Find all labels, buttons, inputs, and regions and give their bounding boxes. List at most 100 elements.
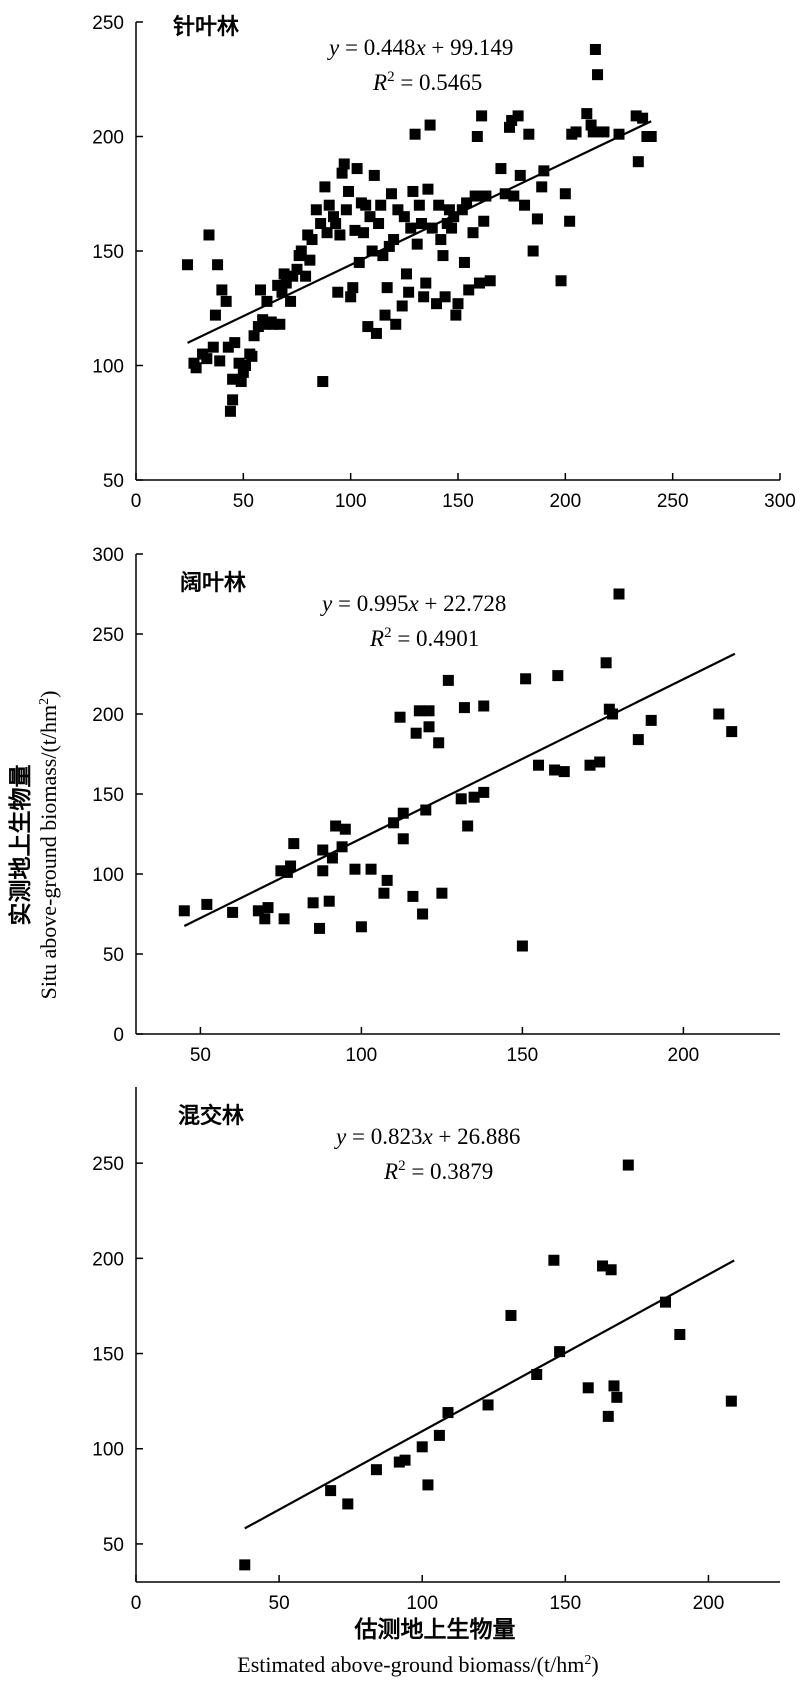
data-point [597, 1260, 609, 1272]
data-point [439, 291, 451, 303]
data-point [611, 1391, 623, 1403]
data-point [587, 126, 599, 138]
y-tick-label: 50 [103, 471, 124, 492]
data-point [321, 227, 333, 239]
data-point [237, 366, 249, 378]
data-point [362, 321, 374, 333]
x-tick-label: 150 [549, 1593, 581, 1614]
data-point [375, 199, 387, 211]
data-point [467, 227, 479, 239]
x-axis-label: 估测地上生物量 Estimated above-ground biomass/(… [237, 1616, 598, 1677]
data-point [259, 318, 271, 330]
data-point [201, 898, 213, 910]
data-point [417, 908, 429, 920]
x-tick-label: 200 [693, 1593, 725, 1614]
data-point [239, 1559, 251, 1571]
data-point [409, 128, 421, 140]
data-point [338, 158, 350, 170]
data-point [598, 126, 610, 138]
data-point [370, 327, 382, 339]
x-tick-label: 300 [764, 491, 796, 512]
data-point [392, 204, 404, 216]
data-point [390, 318, 402, 330]
data-point [450, 309, 462, 321]
y-tick-label: 250 [92, 1154, 124, 1175]
data-point [267, 318, 279, 330]
data-point [220, 295, 232, 307]
panel-broadleaf: 阔叶林 y = 0.995x + 22.728 R2 = 0.4901 0 50 1… [92, 545, 780, 1066]
data-point [315, 218, 327, 230]
x-axis-label-cn: 估测地上生物量 [354, 1616, 516, 1643]
data-point [423, 721, 435, 733]
data-point [420, 277, 432, 289]
data-point [190, 362, 202, 374]
data-point [248, 330, 260, 342]
data-point [207, 341, 219, 353]
x-tick-label: 50 [269, 1593, 290, 1614]
data-point [381, 282, 393, 294]
data-point [259, 913, 271, 925]
data-point [373, 218, 385, 230]
regression-line [183, 652, 736, 927]
data-point [531, 213, 543, 225]
data-point [630, 110, 642, 122]
data-point [306, 234, 318, 246]
data-point [274, 318, 286, 330]
y-tick-label: 150 [92, 1345, 124, 1366]
data-point [442, 1407, 454, 1419]
data-point [480, 190, 492, 202]
data-point [468, 791, 480, 803]
data-point [360, 199, 372, 211]
x-tick-label: 100 [406, 1593, 438, 1614]
data-point [396, 300, 408, 312]
data-point [381, 874, 393, 886]
data-point [388, 234, 400, 246]
data-point [214, 355, 226, 367]
data-point [368, 169, 380, 181]
data-point [416, 218, 428, 230]
data-point [463, 284, 475, 296]
data-point [725, 1395, 737, 1407]
x-tick-label: 150 [442, 491, 474, 512]
data-point [613, 588, 625, 600]
data-point [523, 128, 535, 140]
data-point [295, 245, 307, 257]
data-point [310, 204, 322, 216]
data-point [422, 183, 434, 195]
data-point [370, 1464, 382, 1476]
data-point [582, 1382, 594, 1394]
data-point [349, 863, 361, 875]
data-point [285, 295, 297, 307]
data-point [261, 295, 273, 307]
data-point [332, 286, 344, 298]
data-point [394, 711, 406, 723]
x-tick-label: 150 [507, 1045, 539, 1066]
data-point [365, 863, 377, 875]
data-point [622, 1159, 634, 1171]
data-point [336, 167, 348, 179]
data-point [330, 820, 342, 832]
data-point [235, 376, 247, 388]
data-point [713, 708, 725, 720]
data-point [278, 268, 290, 280]
data-point [345, 291, 357, 303]
panel-title: 混交林 [178, 1103, 244, 1129]
data-point [478, 700, 490, 712]
data-point [330, 218, 342, 230]
data-point [209, 309, 221, 321]
data-point [508, 190, 520, 202]
data-point [645, 714, 657, 726]
data-point [280, 277, 292, 289]
data-point [323, 199, 335, 211]
data-point [323, 895, 335, 907]
data-point [452, 298, 464, 310]
data-point [455, 793, 467, 805]
y-axis-label-cn: 实测地上生物量 [7, 765, 34, 926]
data-point [533, 759, 544, 771]
data-point [319, 181, 331, 193]
data-point [506, 114, 518, 126]
x-tick-label: 0 [131, 491, 142, 512]
data-point [227, 394, 239, 406]
data-point [499, 188, 511, 200]
data-point [287, 270, 299, 282]
